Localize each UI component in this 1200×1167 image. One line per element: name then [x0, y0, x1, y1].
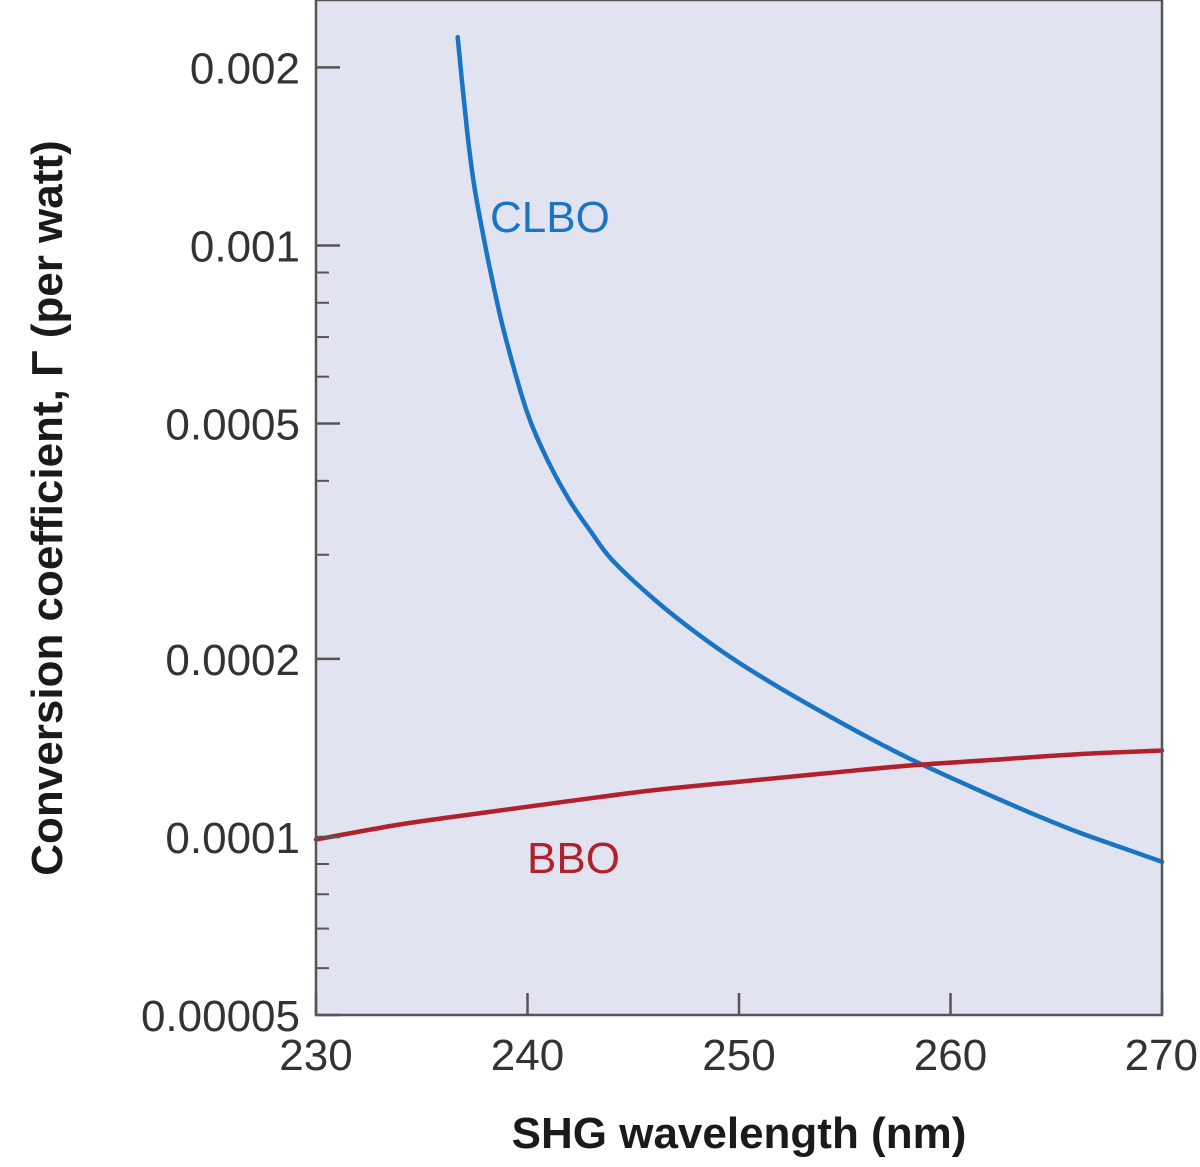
x-axis-title: SHG wavelength (nm)	[512, 1109, 967, 1158]
plot-frame	[314, 0, 1164, 1017]
series-label-bbo: BBO	[527, 834, 620, 883]
label-layer: 230 240 250 260 270 0.002 0.001 0.0005 0.0002 0.0…	[141, 44, 1198, 1080]
x-tick-label-250: 250	[702, 1031, 775, 1080]
y-axis-title: Conversion coefficient, Γ (per watt)	[23, 140, 72, 875]
x-tick-label-230: 230	[279, 1031, 352, 1080]
series-line-bbo	[313, 748, 1165, 842]
series-line-clbo	[455, 34, 1165, 864]
y-tick-label-0.0001: 0.0001	[165, 814, 300, 863]
plot-area	[316, 0, 1162, 1015]
y-tick-label-0.001: 0.001	[190, 222, 300, 271]
y-tick-label-0.0002: 0.0002	[165, 636, 300, 685]
y-tick-label-0.0005: 0.0005	[165, 401, 300, 450]
series-layer	[313, 34, 1165, 864]
x-tick-label-260: 260	[914, 1031, 987, 1080]
y-tick-label-0.00005: 0.00005	[141, 992, 300, 1041]
x-tick-label-270: 270	[1125, 1031, 1198, 1080]
x-tick-label-240: 240	[491, 1031, 564, 1080]
y-tick-label-0.002: 0.002	[190, 44, 300, 93]
series-label-clbo: CLBO	[490, 193, 610, 242]
